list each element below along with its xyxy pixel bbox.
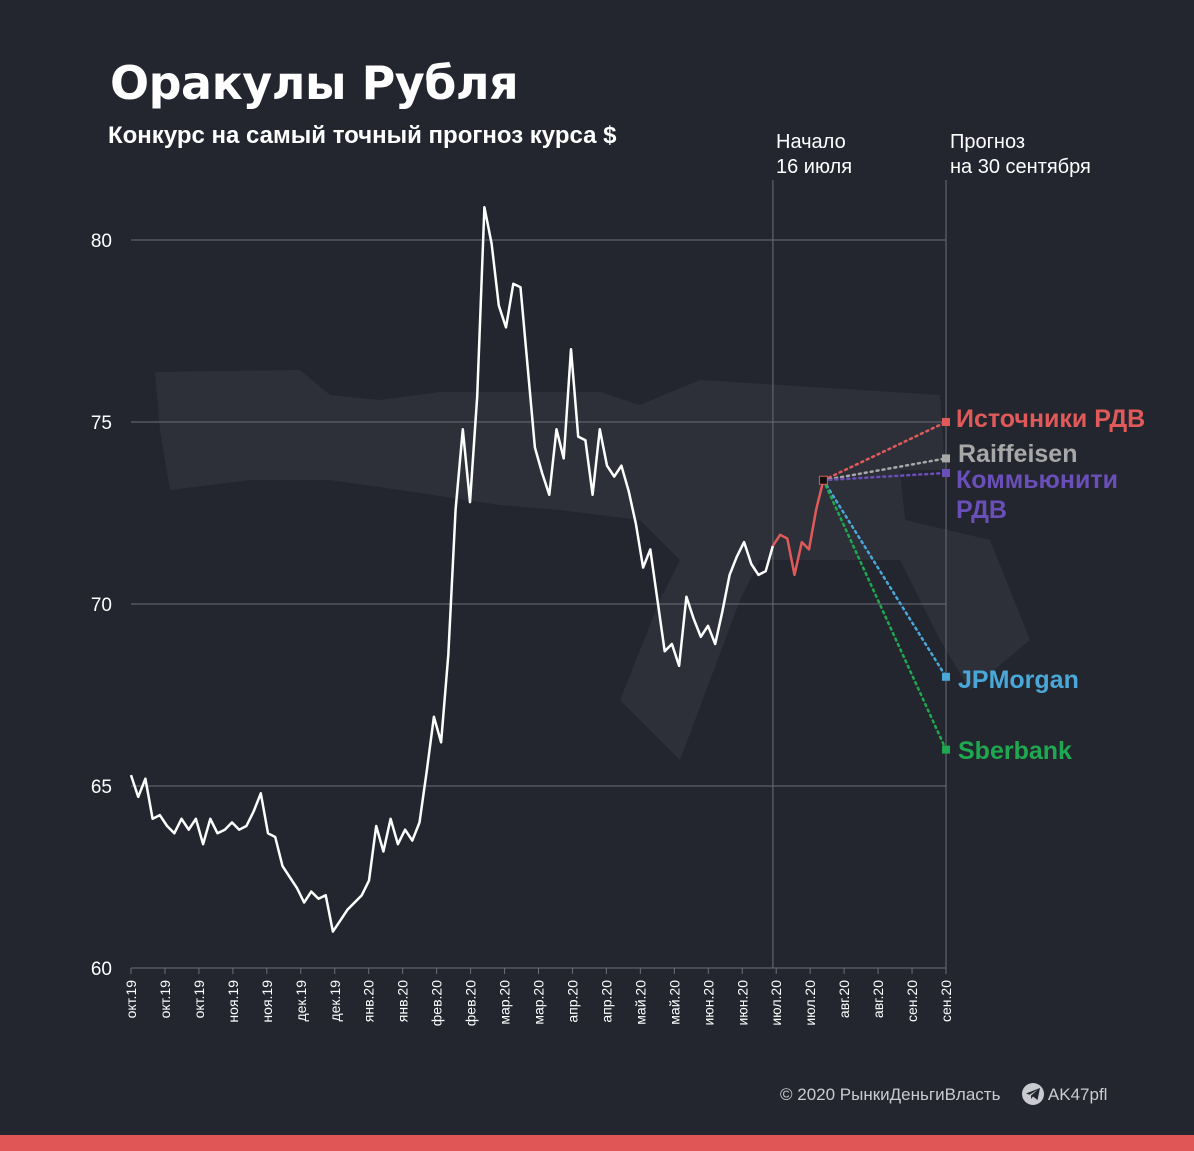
series-layer (129, 205, 825, 933)
start-point-marker (818, 475, 828, 485)
forecast-label: РДВ (956, 496, 1007, 524)
x-tick-label: фев.20 (463, 980, 479, 1026)
x-tick-label: апр.20 (598, 980, 614, 1023)
start-marker-label: Начало 16 июля (776, 130, 852, 180)
x-tick-label: дек.19 (327, 980, 343, 1022)
x-tick-label: мар.20 (531, 980, 547, 1025)
history-series-line (129, 205, 775, 933)
page-subtitle: Конкурс на самый точный прогноз курса $ (108, 122, 617, 149)
start-marker-line2: 16 июля (776, 156, 853, 178)
footer: © 2020 РынкиДеньгиВласть AK47pfl (780, 1083, 1107, 1105)
x-tick-label: фев.20 (429, 980, 445, 1026)
forecast-line (822, 471, 948, 482)
grid-lines (131, 239, 946, 969)
x-tick-label: авг.20 (836, 980, 852, 1018)
page-title: Оракулы Рубля (110, 56, 519, 110)
x-tick-label: мар.20 (497, 980, 513, 1025)
y-tick-label: 80 (91, 231, 112, 252)
x-tick-label: сен.20 (904, 980, 920, 1022)
recent-series-line (771, 479, 825, 577)
x-tick-label: авг.20 (870, 980, 886, 1018)
channel-text[interactable]: AK47pfl (1047, 1085, 1108, 1104)
forecast-line (822, 478, 948, 751)
forecast-label: Sberbank (958, 737, 1072, 765)
x-tick-label: дек.19 (293, 980, 309, 1022)
x-tick-label: июн.20 (700, 980, 716, 1026)
x-tick-label: июл.20 (802, 980, 818, 1026)
forecast-marker-line1: Прогноз (950, 131, 1026, 153)
x-tick-label: апр.20 (564, 980, 580, 1023)
x-tick-label: ноя.19 (259, 980, 275, 1023)
y-tick-label: 60 (91, 959, 112, 980)
forecast-label: JPMorgan (958, 666, 1079, 694)
bottom-accent-bar (0, 1135, 1194, 1151)
x-tick-label: окт.19 (123, 980, 139, 1019)
forecast-line (822, 457, 948, 482)
vertical-markers (772, 180, 947, 968)
x-tick-label: окт.19 (191, 980, 207, 1019)
forecast-point (942, 672, 950, 681)
forecast-point (942, 418, 950, 426)
x-tick-label: июл.20 (768, 980, 784, 1026)
start-marker-line1: Начало (776, 131, 846, 153)
x-tick-label: июн.20 (734, 980, 750, 1026)
telegram-icon (1021, 1083, 1044, 1105)
forecast-point (942, 468, 950, 477)
forecast-marker-line2: на 30 сентября (950, 156, 1091, 178)
forecast-point (942, 745, 950, 754)
forecast-marker-label: Прогноз на 30 сентября (950, 130, 1091, 180)
y-tick-label: 70 (91, 595, 112, 616)
forecast-label: Источники РДВ (956, 405, 1145, 433)
y-axis-ticks: 60 65 70 75 80 (91, 231, 112, 980)
x-tick-label: ноя.19 (225, 980, 241, 1023)
forecast-label: Коммьюнити (956, 466, 1118, 494)
y-tick-label: 75 (91, 413, 112, 434)
x-tick-label: янв.20 (395, 980, 411, 1022)
x-tick-label: янв.20 (361, 980, 377, 1022)
forecast-point (942, 454, 950, 463)
x-tick-label: окт.19 (157, 980, 173, 1019)
x-axis-ticks: окт.19 окт.19 окт.19 ноя.19 ноя.19 дек.19 дек.… (123, 968, 954, 1026)
copyright-text: © 2020 РынкиДеньгиВласть (780, 1085, 1001, 1104)
ak47-watermark (155, 370, 1030, 760)
forecast-line (822, 420, 948, 482)
rifle-silhouette-icon (155, 370, 1030, 760)
forecast-line (822, 478, 948, 679)
y-tick-label: 65 (91, 777, 112, 798)
x-tick-label: май.20 (632, 980, 648, 1025)
forecast-label: Raiffeisen (958, 440, 1077, 468)
x-tick-label: май.20 (666, 980, 682, 1025)
x-tick-label: сен.20 (938, 980, 954, 1022)
